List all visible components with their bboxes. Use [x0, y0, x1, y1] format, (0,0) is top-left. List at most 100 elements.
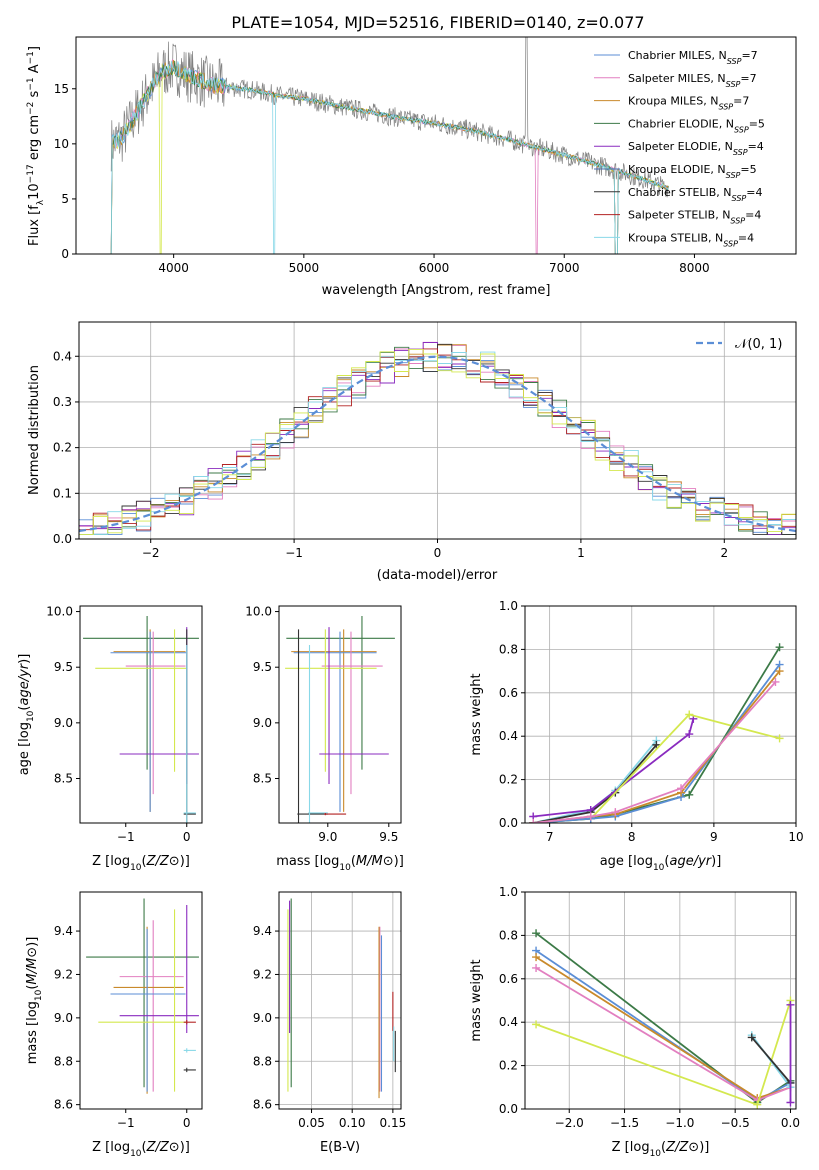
series-line — [533, 713, 780, 823]
x-tick-label: 0 — [183, 830, 191, 844]
y-axis-label: mass weight — [469, 673, 484, 755]
legend-entry: Salpeter STELIB, NSSP=4 — [628, 209, 761, 226]
plot-area — [83, 616, 199, 823]
axes-frame — [524, 891, 797, 1110]
x-tick-label: 7 — [546, 830, 554, 844]
axes-frame — [278, 605, 402, 824]
label-part: age [log — [600, 854, 653, 869]
y-tick-label: 0.4 — [53, 349, 72, 363]
label-part: Z/Z⊙ — [146, 1140, 180, 1155]
y-axis-label: mass weight — [469, 959, 484, 1041]
series-marker — [529, 819, 538, 823]
plot-area — [79, 322, 796, 539]
x-tick-label: 9.5 — [379, 830, 398, 844]
x-axis-label: Z [log10(Z/Z⊙)] — [612, 1140, 710, 1159]
residual-histogram — [79, 348, 796, 535]
y-tick-label: 10.0 — [245, 605, 272, 619]
y-tick-label: 9.4 — [54, 924, 73, 938]
series-marker — [652, 740, 661, 749]
label-part: ( — [142, 1140, 147, 1155]
axes-frame — [524, 605, 797, 824]
series-marker — [775, 734, 784, 743]
plot-area — [525, 606, 796, 823]
legend-entry: Salpeter MILES, NSSP=7 — [628, 72, 757, 89]
x-tick-label: −1.5 — [610, 1116, 639, 1130]
series-marker — [786, 1098, 795, 1107]
label-part: 10 — [339, 863, 351, 873]
legend-name: Kroupa MILES, N — [628, 95, 718, 108]
series-line — [533, 744, 658, 823]
plot-area — [285, 616, 395, 823]
label-part: 10 — [130, 1149, 142, 1159]
label-part: ( — [664, 854, 669, 869]
y-tick-label: 0 — [61, 247, 69, 261]
legend-name: Chabrier MILES, N — [628, 49, 727, 62]
series-marker — [532, 963, 541, 972]
y-tick-label: 0.2 — [499, 1059, 518, 1073]
label-part: 10 — [34, 989, 44, 1001]
axes-frame — [79, 605, 203, 824]
model-spectrum-line — [110, 60, 669, 254]
legend-sub: SSP — [727, 57, 742, 66]
x-tick-label: −2.0 — [555, 1116, 584, 1130]
y-tick-label: 9.5 — [253, 660, 272, 674]
y-tick-label: 8.6 — [54, 1098, 73, 1112]
series-marker — [753, 1100, 762, 1109]
y-tick-label: 8.5 — [54, 771, 73, 785]
residual-histogram — [79, 348, 796, 531]
y-tick-label: 1.0 — [499, 599, 518, 613]
y-axis-label: mass [log10(M/M⊙)] — [25, 937, 44, 1065]
x-tick-label: −1 — [117, 830, 135, 844]
plot-area — [525, 892, 796, 1109]
legend-sub: SSP — [733, 148, 748, 157]
label-part: −1 — [26, 51, 36, 64]
series-marker — [775, 667, 784, 676]
label-part: Flux [f — [27, 205, 42, 246]
legend-entry: Kroupa STELIB, NSSP=4 — [628, 231, 754, 248]
legend-value: =4 — [745, 209, 761, 222]
legend-value: =4 — [738, 231, 754, 244]
x-axis-label: Z [log10(Z/Z⊙)] — [92, 854, 190, 873]
y-tick-label: 9.5 — [54, 660, 73, 674]
series-marker — [532, 953, 541, 962]
legend-entry: Kroupa ELODIE, NSSP=5 — [628, 163, 757, 180]
label-part: )] — [180, 1140, 190, 1155]
y-tick-label: 0.6 — [499, 686, 518, 700]
y-tick-label: 9.2 — [253, 967, 272, 981]
x-tick-label: −1 — [285, 546, 303, 560]
mass-vs-ebv-axes: 0.05 0.10 0.15 8.6 8.8 9.0 9.2 9.4 — [253, 891, 407, 1130]
x-tick-label: 0.0 — [781, 1116, 800, 1130]
series-marker — [532, 1020, 541, 1029]
y-tick-label: 0.4 — [499, 1015, 518, 1029]
y-tick-label: 1.0 — [499, 885, 518, 899]
label-part: ( — [351, 854, 356, 869]
series-line — [535, 949, 791, 1102]
y-tick-label: 10.0 — [46, 605, 73, 619]
label-part: mass [log — [276, 854, 339, 869]
label-part: mass [log — [25, 1001, 40, 1064]
x-tick-label: 0.05 — [298, 1116, 325, 1130]
x-tick-label: 2 — [720, 546, 728, 560]
x-axis-label: wavelength [Angstrom, rest frame] — [322, 283, 551, 298]
label-part: Z [log — [92, 1140, 130, 1155]
series-line — [535, 956, 791, 1100]
series-marker — [685, 730, 694, 739]
label-part: −2 — [26, 102, 36, 115]
series-marker — [685, 790, 694, 799]
legend-value: =5 — [740, 163, 756, 176]
label-part: 10 — [26, 710, 36, 722]
x-axis-label: (data-model)/error — [377, 568, 498, 583]
axes-frame — [78, 321, 797, 540]
label-part: age/yr — [17, 662, 32, 705]
series-marker — [532, 929, 541, 938]
y-tick-label: 0.8 — [499, 642, 518, 656]
label-part: M/M⊙ — [25, 947, 40, 985]
y-tick-label: 0.4 — [499, 729, 518, 743]
legend-entry: 𝒩(0, 1) — [735, 337, 782, 352]
legend-name: Salpeter STELIB, N — [628, 209, 730, 222]
label-part: ( — [25, 985, 40, 990]
x-tick-label: 8000 — [679, 261, 710, 275]
y-tick-label: 0.0 — [499, 816, 518, 830]
x-tick-label: 0.15 — [380, 1116, 407, 1130]
